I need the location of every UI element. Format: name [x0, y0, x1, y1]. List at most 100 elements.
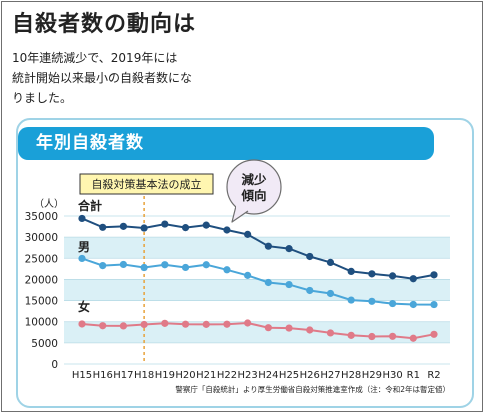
data-point [368, 332, 376, 341]
data-point [119, 322, 128, 330]
data-point [202, 320, 210, 328]
data-point [244, 230, 252, 238]
y-tick-label: 10000 [25, 317, 58, 329]
x-tick-label: H25 [279, 370, 299, 381]
grid-band [64, 237, 450, 259]
data-point [244, 319, 252, 327]
data-point [430, 300, 438, 309]
data-point [285, 324, 293, 332]
data-point [409, 300, 417, 309]
callout-line-2: 傾向 [240, 188, 266, 203]
data-point [161, 261, 169, 269]
x-tick-label: H18 [134, 370, 154, 381]
x-tick-label: H29 [362, 370, 382, 381]
x-tick-label: H27 [320, 370, 340, 381]
data-point [99, 223, 107, 231]
x-tick-label: H17 [113, 370, 133, 381]
y-tick-label: 30000 [25, 232, 58, 244]
chart-card-title: 年別自殺者数 [18, 127, 434, 160]
x-tick-label: R2 [427, 370, 440, 381]
x-tick-label: H21 [196, 370, 216, 381]
data-point [388, 332, 397, 340]
series-label: 男 [78, 240, 90, 254]
data-point [181, 263, 190, 272]
y-axis-unit: （人） [34, 198, 64, 210]
data-point [161, 220, 169, 228]
data-point [326, 289, 335, 298]
x-tick-label: H30 [382, 370, 402, 381]
data-point [78, 254, 86, 263]
y-tick-label: 20000 [25, 274, 58, 286]
policy-label-box [79, 173, 214, 195]
data-point [78, 214, 86, 223]
x-tick-label: H23 [238, 370, 258, 381]
data-point [326, 258, 335, 267]
data-point [430, 271, 438, 279]
data-point [223, 266, 231, 274]
x-tick-label: R1 [407, 370, 420, 381]
x-tick-label: H22 [217, 370, 237, 381]
y-tick-label: 15000 [25, 296, 58, 308]
page-title: 自殺者数の動向は [12, 12, 197, 37]
callout-tail-mask [236, 204, 250, 210]
data-point [202, 221, 210, 229]
data-point [409, 334, 417, 342]
lead-line-3: りました。 [12, 91, 73, 105]
data-point [368, 270, 376, 278]
callout-line-1: 減少 [241, 172, 267, 187]
data-point [140, 320, 148, 329]
data-point [264, 242, 272, 250]
data-point [140, 263, 148, 272]
data-point [368, 297, 376, 305]
lead-paragraph: 10年連続減少で、2019年には 統計開始以来最小の自殺者数にな りました。 [12, 48, 272, 108]
x-tick-label: H20 [175, 370, 195, 381]
x-tick-label: H24 [258, 370, 278, 381]
data-point [409, 275, 417, 283]
data-point [326, 329, 335, 337]
data-point [347, 331, 355, 339]
data-point [119, 260, 128, 269]
data-point [223, 226, 231, 234]
data-point [119, 222, 128, 230]
data-point [202, 261, 210, 269]
data-point [388, 299, 397, 308]
x-tick-label: H19 [155, 370, 175, 381]
data-point [285, 245, 293, 253]
data-point [78, 320, 86, 328]
data-point [306, 326, 314, 334]
source-note: 警察庁「自殺統計」より厚生労働省自殺対策推進室作成（注：令和2年は暫定値） [175, 384, 450, 394]
y-tick-label: 0 [51, 359, 58, 371]
data-point [306, 286, 314, 295]
x-tick-label: H16 [93, 370, 113, 381]
data-point [388, 272, 397, 280]
data-point [181, 224, 190, 232]
data-point [347, 267, 355, 276]
data-point [264, 278, 272, 287]
data-point [140, 224, 148, 232]
data-point [430, 330, 438, 338]
callout-bubble [226, 159, 282, 215]
series-label: 合計 [78, 198, 102, 213]
grid-band [64, 279, 450, 301]
policy-label: 自殺対策基本法の成立 [92, 177, 202, 191]
x-tick-label: H28 [341, 370, 361, 381]
y-tick-label: 5000 [31, 338, 58, 350]
data-point [306, 252, 314, 261]
data-point [99, 322, 107, 330]
data-point [264, 324, 272, 332]
data-point [285, 280, 293, 289]
data-point [99, 261, 107, 270]
y-tick-label: 35000 [25, 211, 58, 223]
data-point [347, 296, 355, 304]
y-tick-label: 25000 [25, 253, 58, 265]
data-point [223, 320, 231, 328]
x-tick-label: H15 [72, 370, 92, 381]
data-point [244, 271, 252, 279]
data-point [161, 319, 169, 327]
data-point [181, 320, 190, 328]
lead-line-2: 統計開始以来最小の自殺者数にな [12, 71, 193, 85]
lead-line-1: 10年連続減少で、2019年には [12, 51, 178, 65]
x-tick-label: H26 [300, 370, 320, 381]
